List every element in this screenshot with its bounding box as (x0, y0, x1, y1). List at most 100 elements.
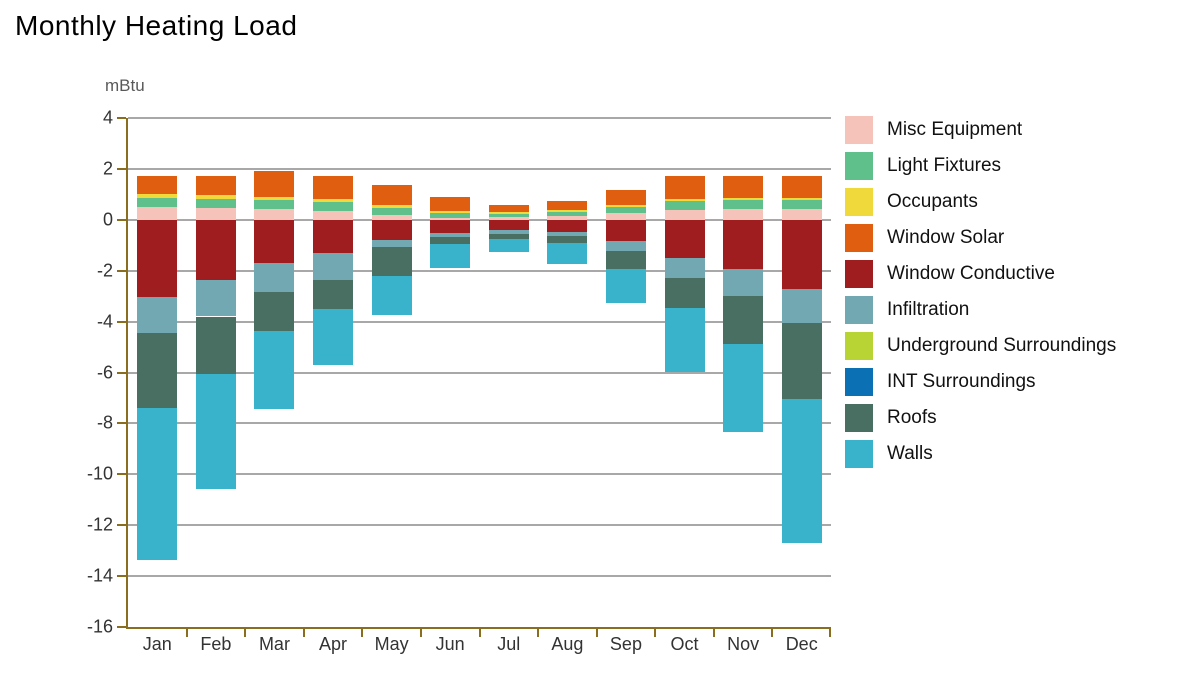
legend-label: Infiltration (887, 299, 970, 320)
y-axis-tick-label: -2 (96, 260, 113, 281)
bar-segment-jan-window-conductive (137, 219, 178, 298)
bar-segment-dec-window-solar (781, 176, 822, 198)
x-axis-label-sep: Sep (609, 634, 642, 654)
bar-segment-oct-window-solar (664, 176, 705, 199)
gridline-2 (128, 167, 831, 170)
legend-item-light-fixtures: Light Fixtures (845, 152, 1116, 180)
bar-segment-nov-infiltration (723, 268, 764, 296)
legend-swatch-light-fixtures (845, 152, 873, 180)
x-axis-label-jan: Jan (142, 634, 172, 654)
y-axis-tick--10 (117, 473, 126, 476)
bar-segment-may-roofs (371, 246, 412, 277)
bar-segment-nov-window-solar (723, 176, 764, 198)
bar-segment-sep-window-solar (605, 190, 646, 205)
bar-segment-aug-window-conductive (547, 219, 588, 232)
y-axis-tick-label: -14 (86, 565, 113, 586)
bar-segment-nov-roofs (723, 295, 764, 344)
legend-label: Window Conductive (887, 263, 1055, 284)
legend-swatch-roofs (845, 404, 873, 432)
bar-segment-jul-infiltration (488, 229, 529, 235)
bar-segment-may-walls (371, 276, 412, 315)
bar-segment-apr-walls (313, 308, 354, 365)
legend-swatch-window-solar (845, 224, 873, 252)
bar-segment-oct-occupants (664, 198, 705, 202)
x-axis-tick (771, 629, 774, 637)
x-axis-tick (419, 629, 422, 637)
gridline--4 (128, 320, 831, 323)
legend-label: Misc Equipment (887, 119, 1023, 140)
bar-segment-aug-infiltration (547, 231, 588, 237)
y-axis-tick--14 (117, 575, 126, 578)
y-axis-tick-label: 2 (102, 158, 113, 179)
bar-segment-sep-light-fixtures (605, 207, 646, 213)
bar-segment-may-occupants (371, 204, 412, 208)
bar-segment-mar-infiltration (254, 262, 295, 293)
bar-segment-jan-light-fixtures (137, 197, 178, 208)
x-axis-line (126, 627, 831, 629)
bar-segment-sep-infiltration (605, 240, 646, 251)
legend-swatch-window-conductive (845, 260, 873, 288)
bar-segment-apr-window-solar (313, 176, 354, 199)
bar-segment-apr-infiltration (313, 253, 354, 281)
bar-segment-jan-infiltration (137, 297, 178, 334)
bar-segment-jun-infiltration (430, 232, 471, 238)
bar-segment-aug-walls (547, 243, 588, 264)
bar-segment-sep-walls (605, 268, 646, 303)
bar-segment-apr-misc-equipment (313, 210, 354, 220)
bar-segment-feb-window-conductive (195, 219, 236, 280)
bar-segment-jun-roofs (430, 237, 471, 245)
x-axis-tick (361, 629, 364, 637)
bar-segment-dec-walls (781, 399, 822, 543)
legend-label: Walls (887, 443, 933, 464)
x-axis-label-mar: Mar (258, 634, 290, 654)
legend-swatch-occupants (845, 188, 873, 216)
bar-segment-oct-light-fixtures (664, 201, 705, 210)
bar-segment-oct-misc-equipment (664, 209, 705, 220)
x-axis-label-jun: Jun (435, 634, 465, 654)
bar-segment-sep-occupants (605, 204, 646, 208)
bar-segment-sep-roofs (605, 250, 646, 269)
x-axis-label-oct: Oct (670, 634, 699, 654)
bar-segment-feb-infiltration (195, 279, 236, 317)
legend-swatch-misc-equipment (845, 116, 873, 144)
bar-segment-jan-misc-equipment (137, 207, 178, 220)
bar-segment-sep-window-conductive (605, 219, 646, 241)
bar-segment-jul-occupants (488, 211, 529, 214)
x-axis-label-jul: Jul (497, 634, 521, 654)
y-axis-tick-label: 4 (102, 107, 113, 128)
y-axis-tick--12 (117, 524, 126, 527)
bar-segment-feb-roofs (195, 316, 236, 375)
chart-legend: Misc Equipment Light Fixtures Occupants Win… (845, 116, 1116, 476)
bar-segment-mar-walls (254, 330, 295, 409)
x-axis-tick (537, 629, 540, 637)
y-axis-tick-label: -16 (86, 616, 113, 637)
bar-segment-jul-window-conductive (488, 219, 529, 230)
legend-item-window-conductive: Window Conductive (845, 260, 1116, 288)
legend-swatch-infiltration (845, 296, 873, 324)
bar-segment-mar-occupants (254, 196, 295, 201)
legend-item-window-solar: Window Solar (845, 224, 1116, 252)
bar-segment-feb-misc-equipment (195, 207, 236, 220)
bar-segment-oct-roofs (664, 277, 705, 308)
bar-segment-jan-window-solar (137, 176, 178, 195)
y-axis-tick--16 (117, 626, 126, 628)
bar-segment-mar-window-conductive (254, 219, 295, 263)
x-axis-tick (185, 629, 188, 637)
bar-segment-aug-roofs (547, 236, 588, 244)
gridline--10 (128, 473, 831, 476)
legend-item-occupants: Occupants (845, 188, 1116, 216)
y-axis-unit-label: mBtu (105, 76, 145, 95)
gridline--14 (128, 575, 831, 578)
bar-segment-feb-light-fixtures (195, 198, 236, 208)
y-axis-tick-label: -12 (86, 514, 113, 535)
bar-segment-nov-window-conductive (723, 219, 764, 269)
bar-segment-mar-misc-equipment (254, 209, 295, 220)
bar-segment-jul-roofs (488, 234, 529, 240)
gridline--8 (128, 422, 831, 425)
y-axis-tick--6 (117, 371, 126, 374)
bar-segment-may-light-fixtures (371, 207, 412, 215)
bar-segment-feb-walls (195, 374, 236, 489)
gridline--12 (128, 524, 831, 527)
legend-swatch-walls (845, 440, 873, 468)
bar-segment-jun-light-fixtures (430, 213, 471, 218)
